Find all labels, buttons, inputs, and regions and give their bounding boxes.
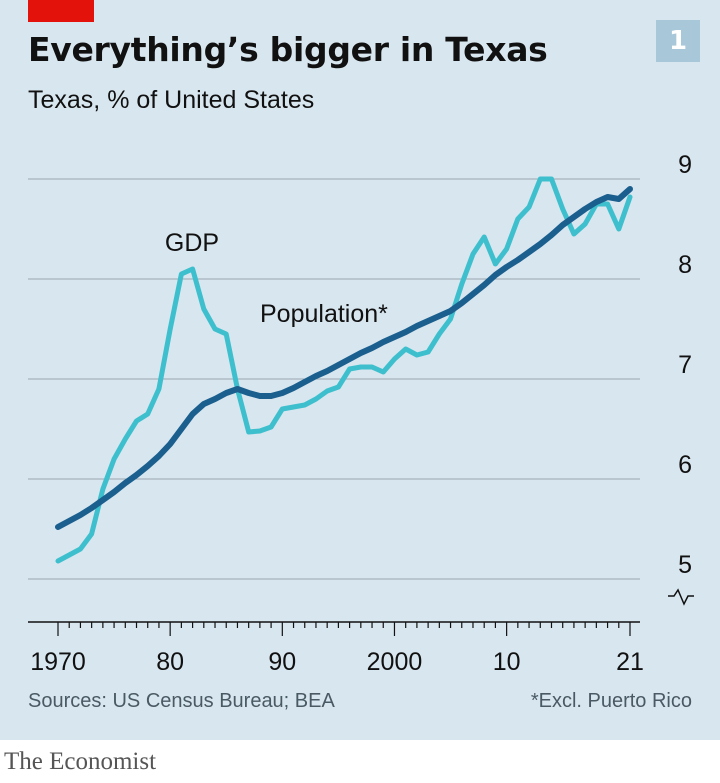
series-line-population: [55, 186, 633, 530]
x-axis: 1970 80 90 2000 10 21: [28, 588, 694, 676]
series-lines: [55, 176, 633, 564]
y-tick-label-9: 9: [678, 151, 692, 179]
x-tick-label-10: 10: [493, 648, 521, 676]
chart-panel: [0, 0, 720, 740]
series-label-population: Population*: [260, 300, 388, 328]
series-line-gdp: [55, 176, 633, 564]
brand-red-tag: [28, 0, 94, 22]
chart-title: Everything’s bigger in Texas: [28, 30, 548, 69]
y-tick-label-8: 8: [678, 251, 692, 279]
line-chart: 5 6 7 8 9 1970 80 90 2000 10 21 GDP Population*: [28, 151, 694, 676]
y-tick-label-5: 5: [678, 551, 692, 579]
series-label-gdp: GDP: [165, 229, 219, 257]
source-note: Sources: US Census Bureau; BEA: [28, 690, 335, 712]
x-tick-label-2000: 2000: [367, 648, 423, 676]
chart-number-badge: 1: [656, 20, 700, 62]
y-tick-label-7: 7: [678, 351, 692, 379]
footnote: *Excl. Puerto Rico: [530, 690, 692, 712]
axis-break-icon: [668, 588, 694, 606]
series-labels: GDP Population*: [165, 229, 388, 328]
y-tick-labels: 5 6 7 8 9: [678, 151, 692, 579]
chart-subtitle: Texas, % of United States: [28, 86, 315, 114]
economist-wordmark: The Economist: [4, 748, 157, 775]
x-tick-label-90: 90: [268, 648, 296, 676]
x-tick-label-1970: 1970: [30, 648, 86, 676]
x-tick-label-21: 21: [616, 648, 644, 676]
x-tick-label-80: 80: [156, 648, 184, 676]
y-tick-label-6: 6: [678, 451, 692, 479]
